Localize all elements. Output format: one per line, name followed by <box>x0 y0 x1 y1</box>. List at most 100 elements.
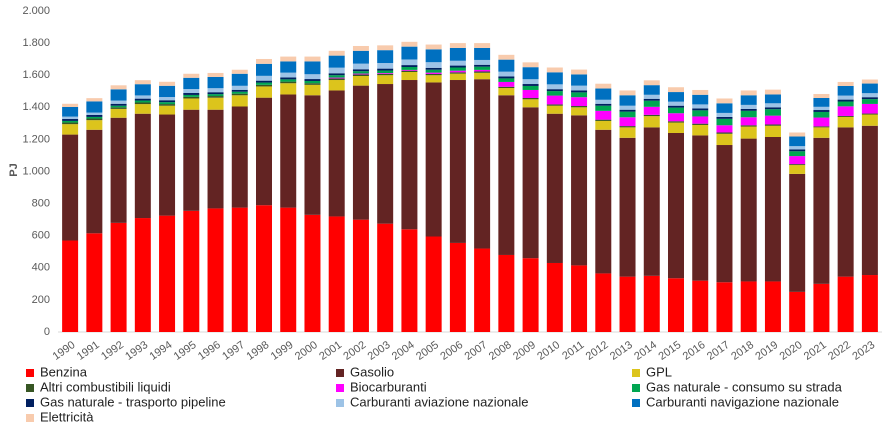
bar-segment <box>159 85 176 98</box>
bar-segment <box>304 214 321 332</box>
bar-segment <box>740 104 757 109</box>
bar-segment <box>159 81 176 86</box>
bar-segment <box>668 92 684 102</box>
bar-segment <box>401 67 418 70</box>
bar-segment <box>571 85 588 91</box>
bar-segment <box>595 99 612 104</box>
legend-label: Altri combustibili liquidi <box>40 379 171 394</box>
legend-label: Biocarburanti <box>350 379 427 394</box>
bar-segment <box>207 208 224 332</box>
bar-segment <box>401 80 418 230</box>
y-tick-label: 1.200 <box>22 133 50 145</box>
y-axis-label: PJ <box>8 163 20 176</box>
x-tick-label: 1995 <box>172 339 199 363</box>
bar-segment <box>789 146 806 150</box>
bar-segment <box>231 95 248 107</box>
y-tick-label: 1.000 <box>22 165 50 177</box>
bar-segment <box>86 112 103 116</box>
y-tick-label: 400 <box>32 262 50 274</box>
bar-segment <box>619 95 636 106</box>
bar-segment <box>401 70 418 72</box>
bar-segment <box>764 281 781 332</box>
bar-segment <box>110 107 127 109</box>
x-tick-label: 1991 <box>75 339 102 363</box>
bar-segment <box>280 61 297 73</box>
bar-segment <box>328 77 345 79</box>
bar-segment <box>764 125 781 137</box>
bar-segment <box>425 44 442 50</box>
bar-segment <box>571 115 588 266</box>
bar-segment <box>110 105 127 108</box>
bar-segment <box>449 70 466 73</box>
bar-segment <box>813 283 830 332</box>
bar-segment <box>280 79 297 82</box>
bar-segment <box>328 78 345 81</box>
bar-segment <box>813 93 830 98</box>
x-tick-label: 2009 <box>511 339 538 363</box>
bar-segment <box>183 94 200 97</box>
bar-segment <box>377 63 394 69</box>
bar-segment <box>352 69 369 72</box>
bar-segment <box>183 89 200 94</box>
bar-segment <box>861 113 878 115</box>
bar-segment <box>352 85 369 220</box>
bar-segment <box>692 89 709 95</box>
bar-segment <box>498 78 515 82</box>
bar-segment <box>425 67 442 70</box>
bar-segment <box>764 124 781 126</box>
legend-label: Gasolio <box>350 364 394 379</box>
y-tick-label: 2.000 <box>22 5 50 17</box>
y-tick-label: 1.400 <box>22 101 50 113</box>
bar-segment <box>280 72 297 78</box>
bar-segment <box>861 79 878 84</box>
bar-segment <box>546 113 563 263</box>
bar-segment <box>207 76 224 89</box>
bar-segment <box>256 58 272 64</box>
bar-segment <box>207 97 224 110</box>
bar-segment <box>522 84 539 86</box>
bar-segment <box>619 137 636 277</box>
bar-segment <box>692 116 709 124</box>
bar-segment <box>740 110 757 118</box>
bar-segment <box>134 102 151 105</box>
bar-segment <box>643 116 660 128</box>
bar-segment <box>837 101 854 107</box>
legend-label: Gas naturale - trasporto pipeline <box>40 394 226 409</box>
bar-segment <box>401 46 418 60</box>
bar-segment <box>643 114 660 117</box>
bar-segment <box>668 87 684 93</box>
legend-label: GPL <box>646 364 672 379</box>
bar-segment <box>183 109 200 211</box>
bar-segment <box>352 50 369 64</box>
bar-segment <box>231 73 248 86</box>
bar-segment <box>740 90 757 96</box>
bar-segment <box>716 132 733 134</box>
bar-segment <box>425 49 442 63</box>
bar-segment <box>280 207 297 332</box>
bar-segment <box>522 67 539 80</box>
bar-segment <box>328 55 345 68</box>
x-tick-label: 2022 <box>826 339 853 363</box>
bar-segment <box>789 291 806 332</box>
bar-segment <box>134 95 151 99</box>
bar-segment <box>110 85 127 90</box>
bar-segment <box>328 50 345 56</box>
bar-segment <box>401 229 418 332</box>
bar-segment <box>352 74 369 77</box>
bar-segment <box>425 72 442 74</box>
bar-segment <box>764 107 781 110</box>
bar-segment <box>498 86 515 89</box>
bar-segment <box>86 233 103 332</box>
bar-segment <box>595 120 612 130</box>
bar-segment <box>110 222 127 332</box>
bar-segment <box>328 80 345 91</box>
bar-segment <box>183 77 200 90</box>
bar-segment <box>668 107 684 114</box>
x-tick-label: 1994 <box>148 339 175 363</box>
bar-segment <box>692 110 709 117</box>
x-tick-label: 1993 <box>123 339 150 363</box>
bar-segment <box>474 71 491 73</box>
bar-segment <box>522 97 539 100</box>
legend-swatch <box>632 399 640 407</box>
bar-segment <box>789 132 806 137</box>
